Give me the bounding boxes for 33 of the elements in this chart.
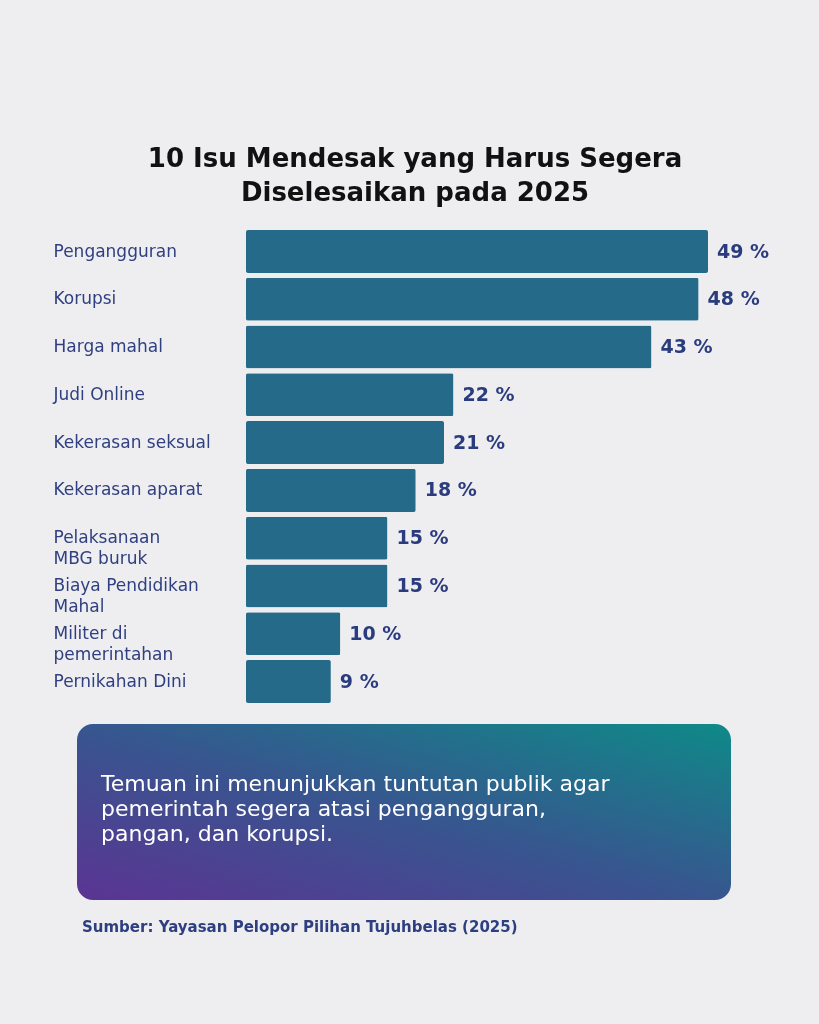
bar [246,468,416,512]
bar [246,612,341,656]
y-tick-label: Kekerasan seksual [53,431,211,452]
bar [246,325,652,369]
data-label: 49 % [717,239,770,262]
y-tick-label: Pengangguran [53,240,177,261]
text: Sumber: Yayasan Pelopor Pilihan Tujuhbelas (2025) [82,918,518,936]
text: Temuan ini menunjukkan tuntutan publik agar pemerintah segera atasi pengangguran, pangan, dan korupsi. [100,771,611,846]
y-tick-label: Korupsi [53,288,117,309]
chart-title: 10 Isu Mendesak yang Harus Segera Diselesaikan pada 2025 [147,143,683,207]
bar [246,230,708,273]
bar [246,421,444,465]
data-label: 9 % [339,669,379,692]
data-label: 48 % [707,287,760,310]
y-tick-label: Kekerasan aparat [53,479,203,500]
bar [246,277,699,321]
y-tick-label: Pelaksanaan MBG buruk [53,527,161,569]
y-tick-label: Judi Online [52,383,146,404]
bar [246,660,331,703]
data-label: 15 % [396,526,449,549]
y-tick-label: Militer di pemerintahan [53,622,174,664]
data-label: 15 % [396,573,449,596]
data-label: 22 % [462,382,515,405]
bar [246,564,388,608]
bar [246,373,454,417]
bar [246,516,388,560]
y-tick-label: Pernikahan Dini [53,670,187,691]
data-label: 18 % [424,478,477,501]
data-label: 43 % [660,335,713,358]
data-label: 10 % [349,621,402,644]
data-label: 21 % [453,430,506,453]
y-tick-label: Harga mahal [53,336,163,357]
y-tick-label: Biaya Pendidikan Mahal [53,574,199,616]
